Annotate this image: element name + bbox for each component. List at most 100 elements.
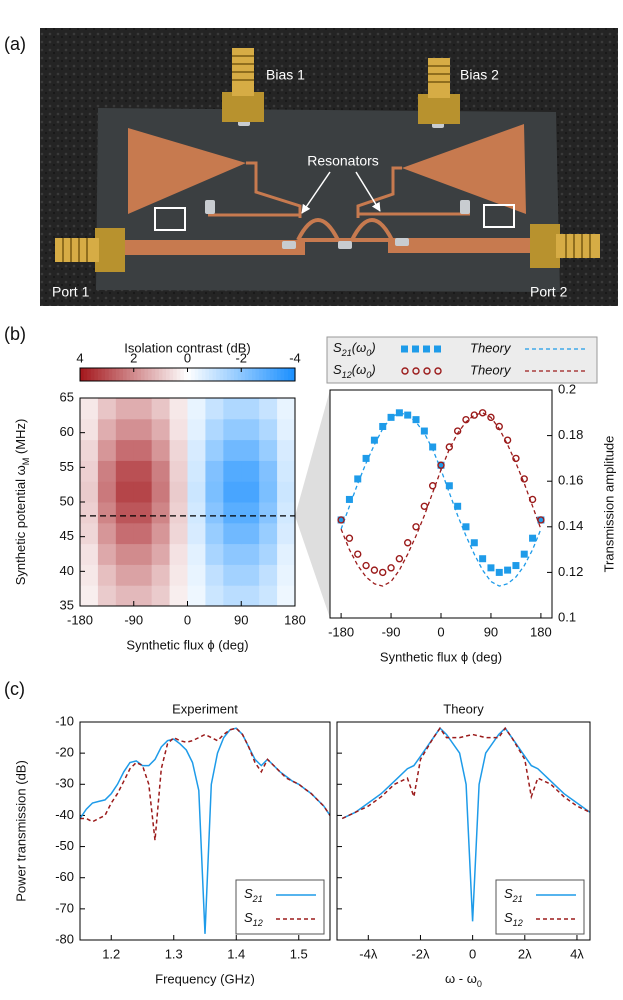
photo-label: Port 2: [530, 284, 568, 300]
photo-label: Bias 1: [266, 67, 305, 83]
heatmap-cell: [259, 460, 278, 482]
heatmap-cell: [80, 460, 99, 482]
heatmap-cell: [169, 398, 188, 420]
heatmap-cell: [187, 585, 206, 607]
x-tick-label: 1.4: [227, 946, 245, 961]
heatmap-cell: [115, 564, 135, 586]
heatmap-cell: [80, 522, 99, 545]
heatmap-cell: [223, 418, 242, 441]
x-axis-label-part: 0: [477, 979, 482, 989]
heatmap-cell: [187, 543, 206, 565]
heatmap-cell: [259, 522, 278, 545]
colorbar-swatch: [140, 368, 146, 381]
y-tick-label: 0.12: [558, 564, 583, 579]
heatmap-cell: [133, 522, 153, 545]
marker: [512, 562, 520, 570]
heatmap-cell: [241, 522, 260, 545]
heatmap-cell: [187, 564, 206, 586]
heatmap-cell: [205, 522, 224, 545]
colorbar-swatch: [187, 368, 192, 381]
heatmap-cell: [80, 439, 99, 461]
heatmap-cell: [241, 481, 260, 503]
heatmap-cell: [205, 398, 224, 420]
colorbar-swatch: [280, 368, 285, 381]
legend-label-part: S: [333, 362, 342, 377]
colorbar-swatch: [112, 368, 117, 381]
x-tick-label: 180: [284, 612, 306, 627]
heatmap-cell: [277, 481, 296, 503]
marker: [354, 550, 362, 558]
colorbar-swatch: [166, 368, 171, 381]
heatmap-cell: [205, 502, 224, 524]
colorbar-swatch: [148, 368, 153, 381]
legend-label-part: S: [244, 886, 253, 901]
y-tick-label: -70: [55, 900, 74, 915]
heatmap-cell: [187, 481, 206, 503]
colorbar-swatch: [155, 368, 160, 381]
colorbar-swatch: [252, 368, 257, 381]
heatmap-cell: [115, 502, 135, 524]
heatmap-cell: [151, 398, 171, 420]
marker: [503, 436, 512, 444]
heatmap-cell: [151, 564, 171, 586]
heatmap-cell: [187, 460, 206, 482]
colorbar-swatch: [191, 368, 196, 381]
y-axis-label: Transmission amplitude: [601, 436, 616, 573]
heatmap-cell: [259, 418, 278, 441]
heatmap-cell: [259, 439, 278, 461]
colorbar-swatch: [123, 368, 128, 381]
heatmap-cell: [223, 460, 242, 482]
plot-frame: [329, 389, 553, 619]
heatmap-cell: [151, 460, 171, 482]
copper-strip: [100, 240, 305, 255]
heatmap-cell: [97, 439, 117, 461]
x-tick-label: 90: [234, 612, 248, 627]
colorbar-swatch: [83, 368, 88, 381]
colorbar-tick-label: 4: [76, 350, 83, 365]
y-tick-label: 45: [60, 528, 74, 543]
plot-frame: [79, 721, 331, 941]
marker: [445, 443, 454, 451]
marker: [429, 443, 437, 451]
colorbar-swatch: [105, 368, 110, 381]
colorbar-swatch: [115, 368, 121, 381]
highlight-box: [483, 204, 515, 228]
legend-label: S21(ω0): [333, 340, 376, 358]
legend-label: Theory: [470, 340, 512, 355]
series-line: [80, 727, 331, 841]
colorbar-swatch: [287, 368, 293, 381]
colorbar-swatch: [101, 368, 106, 381]
y-tick-label: 0.16: [558, 473, 583, 488]
y-tick-label: -40: [55, 807, 74, 822]
marker: [337, 516, 345, 524]
legend-box: [495, 879, 585, 935]
colorbar-tick-label: -4: [289, 350, 301, 365]
x-tick-label: 1.3: [165, 946, 183, 961]
legend-label-part: 21: [341, 348, 352, 358]
marker: [395, 555, 404, 563]
heatmap-cell: [115, 481, 135, 503]
heatmap-cell: [223, 439, 242, 461]
x-tick-label: -180: [67, 612, 93, 627]
marker: [479, 555, 487, 563]
colorbar-swatch: [162, 368, 167, 381]
heatmap-cell: [205, 543, 224, 565]
colorbar-swatch: [244, 368, 250, 381]
marker: [420, 427, 428, 435]
x-tick-label: 4λ: [570, 946, 584, 961]
legend-label: S21: [504, 886, 523, 904]
heatmap-cell: [205, 460, 224, 482]
heatmap-cell: [205, 585, 224, 607]
x-axis-label: Synthetic flux ϕ (deg): [380, 649, 502, 664]
x-tick-label: 1.2: [102, 946, 120, 961]
marker: [337, 516, 345, 524]
x-axis-label: ω - ω0: [445, 971, 482, 989]
series-line: [341, 726, 591, 820]
legend-label-part: 12: [253, 918, 263, 928]
y-tick-label: -20: [55, 745, 74, 760]
colorbar-swatch: [169, 368, 174, 381]
marker: [495, 422, 503, 431]
photo-label: Port 1: [52, 284, 90, 300]
heatmap-cell: [259, 481, 278, 503]
legend-label-part: 21: [252, 894, 263, 904]
